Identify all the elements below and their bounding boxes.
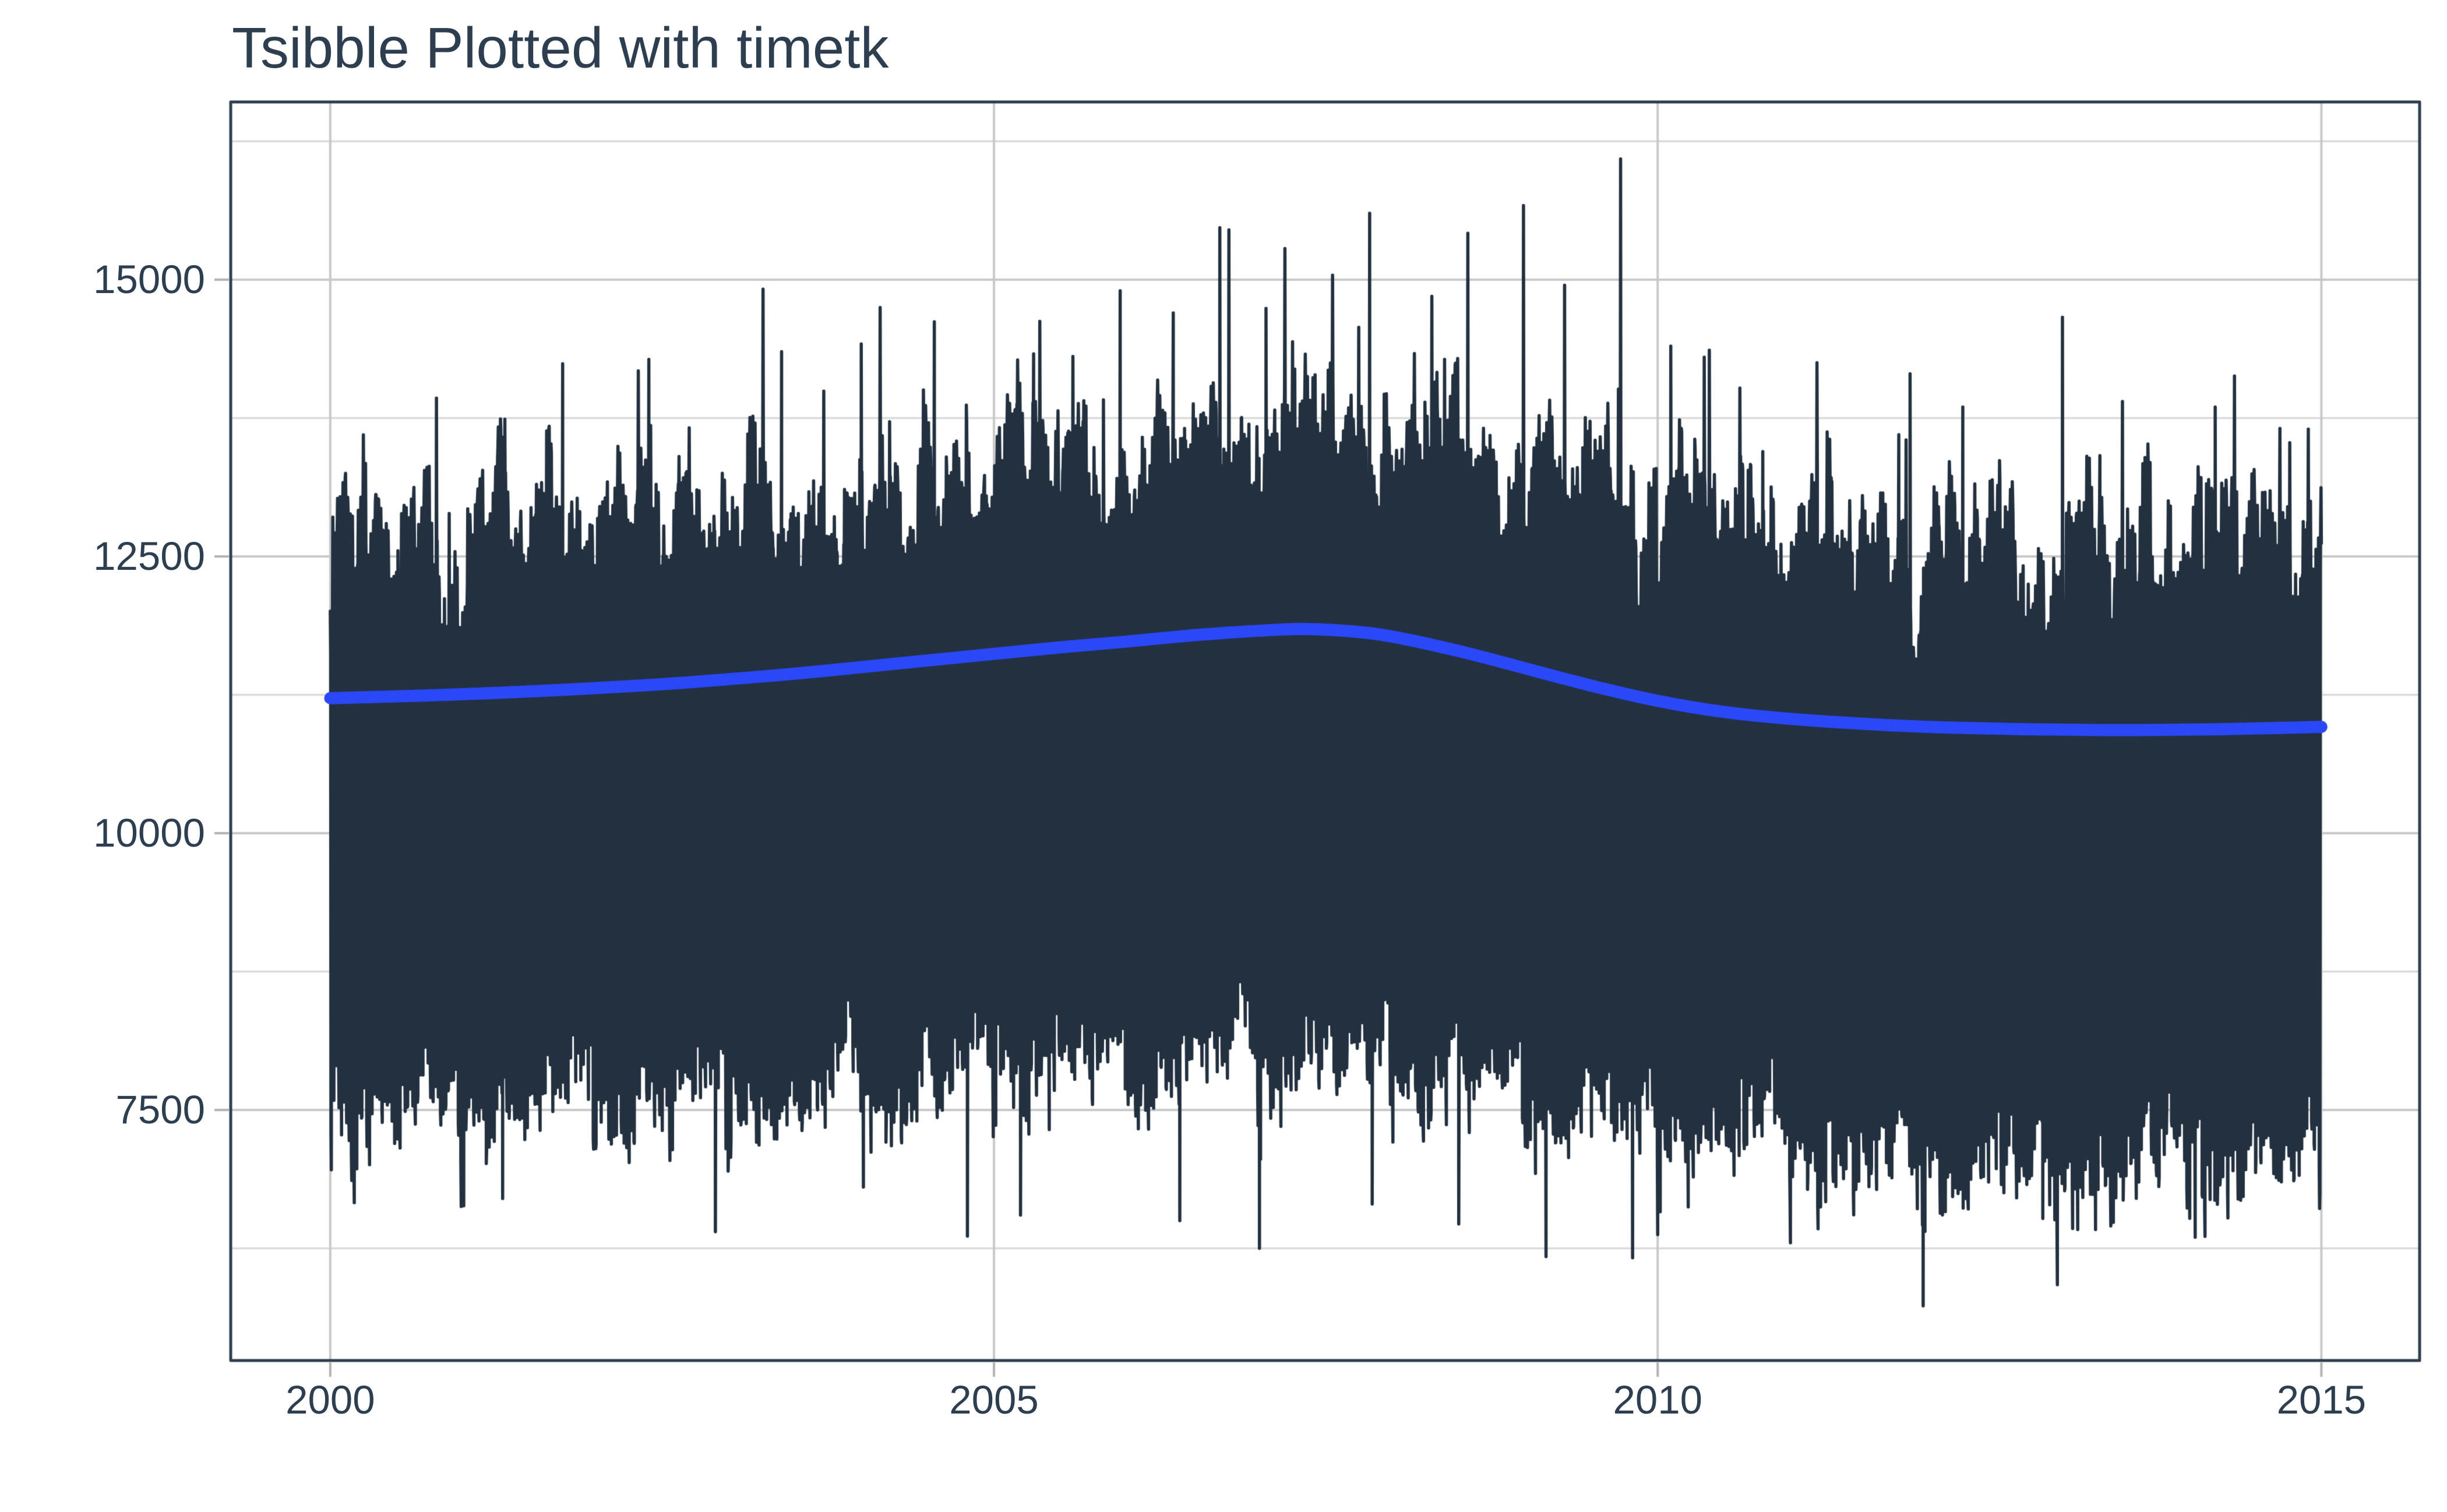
- x-tick-label: 2015: [2276, 1377, 2367, 1422]
- x-tick-label: 2005: [949, 1377, 1039, 1422]
- y-tick-label: 7500: [115, 1087, 206, 1132]
- chart-title: Tsibble Plotted with timetk: [232, 16, 889, 80]
- x-tick-label: 2010: [1613, 1377, 1702, 1422]
- y-tick-label: 10000: [93, 810, 205, 855]
- y-tick-label: 15000: [93, 256, 205, 302]
- x-tick-label: 2000: [285, 1377, 375, 1422]
- y-tick-label: 12500: [93, 533, 205, 579]
